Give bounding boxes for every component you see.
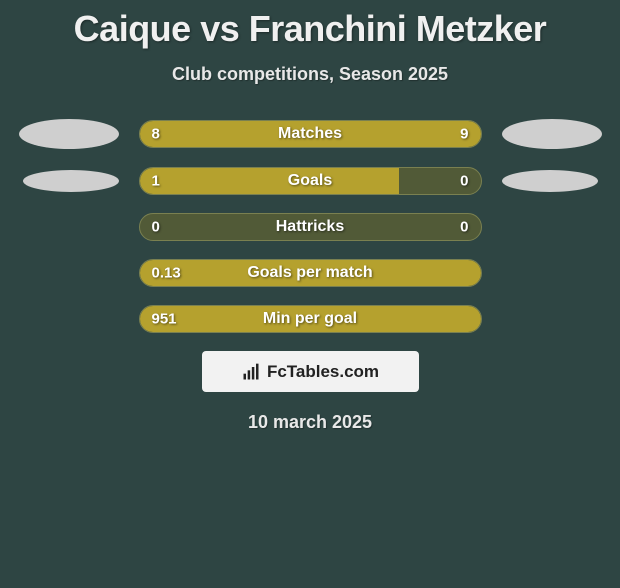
bar-goals-left-value: 1 <box>152 173 160 190</box>
page-subtitle: Club competitions, Season 2025 <box>0 64 620 85</box>
bar-matches-left-fill <box>140 121 300 147</box>
logo-text: FcTables.com <box>267 362 379 382</box>
bar-matches-right-fill <box>300 121 481 147</box>
stacked-bars: 0 Hattricks 0 0.13 Goals per match 951 M… <box>139 213 482 333</box>
chart-icon <box>241 362 261 382</box>
bar-goals-left-fill <box>140 168 399 194</box>
bar-mpg-left-value: 951 <box>152 311 177 328</box>
bar-matches: 8 Matches 9 <box>139 120 482 148</box>
bar-matches-right-value: 9 <box>460 126 468 143</box>
bar-goals-right-value: 0 <box>460 173 468 190</box>
date-text: 10 march 2025 <box>0 412 620 433</box>
row-goals: 1 Goals 0 <box>0 167 620 195</box>
bar-gpm: 0.13 Goals per match <box>139 259 482 287</box>
bar-mpg-fill <box>140 306 481 332</box>
player-left-badge-small <box>23 170 119 192</box>
page-title: Caique vs Franchini Metzker <box>0 8 620 50</box>
player-right-badge-small <box>502 170 598 192</box>
bar-gpm-left-value: 0.13 <box>152 265 181 282</box>
bar-goals: 1 Goals 0 <box>139 167 482 195</box>
player-right-badge <box>502 119 602 149</box>
bar-hattricks: 0 Hattricks 0 <box>139 213 482 241</box>
player-left-badge <box>19 119 119 149</box>
bar-hattricks-left-value: 0 <box>152 219 160 236</box>
row-matches: 8 Matches 9 <box>0 119 620 149</box>
bar-hattricks-right-value: 0 <box>460 219 468 236</box>
bar-mpg: 951 Min per goal <box>139 305 482 333</box>
bar-gpm-fill <box>140 260 481 286</box>
bar-hattricks-label: Hattricks <box>140 218 481 236</box>
logo-box[interactable]: FcTables.com <box>202 351 419 392</box>
bar-matches-left-value: 8 <box>152 126 160 143</box>
